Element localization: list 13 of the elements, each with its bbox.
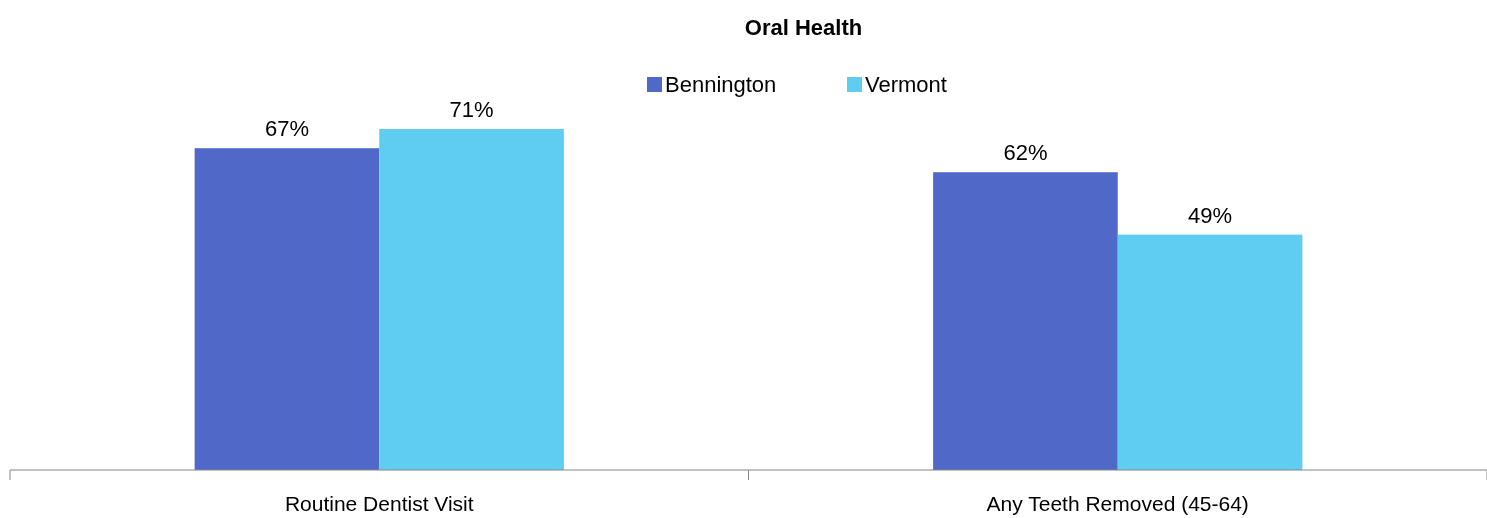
data-label: 49% xyxy=(1188,202,1233,228)
data-label: 67% xyxy=(264,116,309,142)
data-label: 62% xyxy=(1003,140,1048,166)
bar xyxy=(933,172,1118,470)
bar xyxy=(194,148,380,470)
x-tick-label: Routine Dentist Visit xyxy=(284,492,474,515)
legend-label: Vermont xyxy=(865,72,947,97)
x-tick-label: Any Teeth Removed (45-64) xyxy=(986,492,1249,515)
bar xyxy=(1117,234,1303,470)
bar xyxy=(379,129,564,470)
chart-title: Oral Health xyxy=(744,15,863,40)
data-label: 71% xyxy=(449,97,494,122)
legend-label: Bennington xyxy=(665,72,777,97)
